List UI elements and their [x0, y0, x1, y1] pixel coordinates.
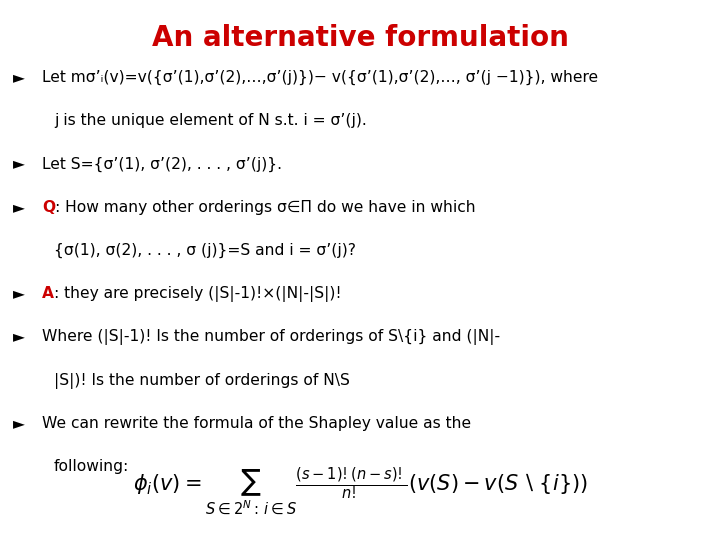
Text: Let mσ’ᵢ(v)=v({σ’(1),σ’(2),…,σ’(j)})− v({σ’(1),σ’(2),…, σ’(j −1)}), where: Let mσ’ᵢ(v)=v({σ’(1),σ’(2),…,σ’(j)})− v(… [42, 70, 598, 85]
Text: ►: ► [13, 416, 24, 431]
Text: $\phi_i(v) = \sum_{S\in 2^N:\, i\in S} \frac{(s-1)!(n-s)!}{n!}\left(v(S) - v(S \: $\phi_i(v) = \sum_{S\in 2^N:\, i\in S} \… [132, 465, 588, 518]
Text: ►: ► [13, 286, 24, 301]
Text: Let S={σ’(1), σ’(2), . . . , σ’(j)}.: Let S={σ’(1), σ’(2), . . . , σ’(j)}. [42, 157, 282, 172]
Text: A: A [42, 286, 54, 301]
Text: ►: ► [13, 70, 24, 85]
Text: ►: ► [13, 329, 24, 345]
Text: We can rewrite the formula of the Shapley value as the: We can rewrite the formula of the Shaple… [42, 416, 471, 431]
Text: |S|)! Is the number of orderings of N\S: |S|)! Is the number of orderings of N\S [54, 373, 350, 389]
Text: ►: ► [13, 157, 24, 172]
Text: {σ(1), σ(2), . . . , σ (j)}=S and i = σ’(j)?: {σ(1), σ(2), . . . , σ (j)}=S and i = σ’… [54, 243, 356, 258]
Text: An alternative formulation: An alternative formulation [152, 24, 568, 52]
Text: j is the unique element of N s.t. i = σ’(j).: j is the unique element of N s.t. i = σ’… [54, 113, 366, 129]
Text: ►: ► [13, 200, 24, 215]
Text: Where (|S|-1)! Is the number of orderings of S\{i} and (|N|-: Where (|S|-1)! Is the number of ordering… [42, 329, 500, 346]
Text: Q: Q [42, 200, 55, 215]
Text: following:: following: [54, 459, 130, 474]
Text: : How many other orderings σ∈Π do we have in which: : How many other orderings σ∈Π do we hav… [55, 200, 475, 215]
Text: : they are precisely (|S|-1)!×(|N|-|S|)!: : they are precisely (|S|-1)!×(|N|-|S|)! [54, 286, 341, 302]
